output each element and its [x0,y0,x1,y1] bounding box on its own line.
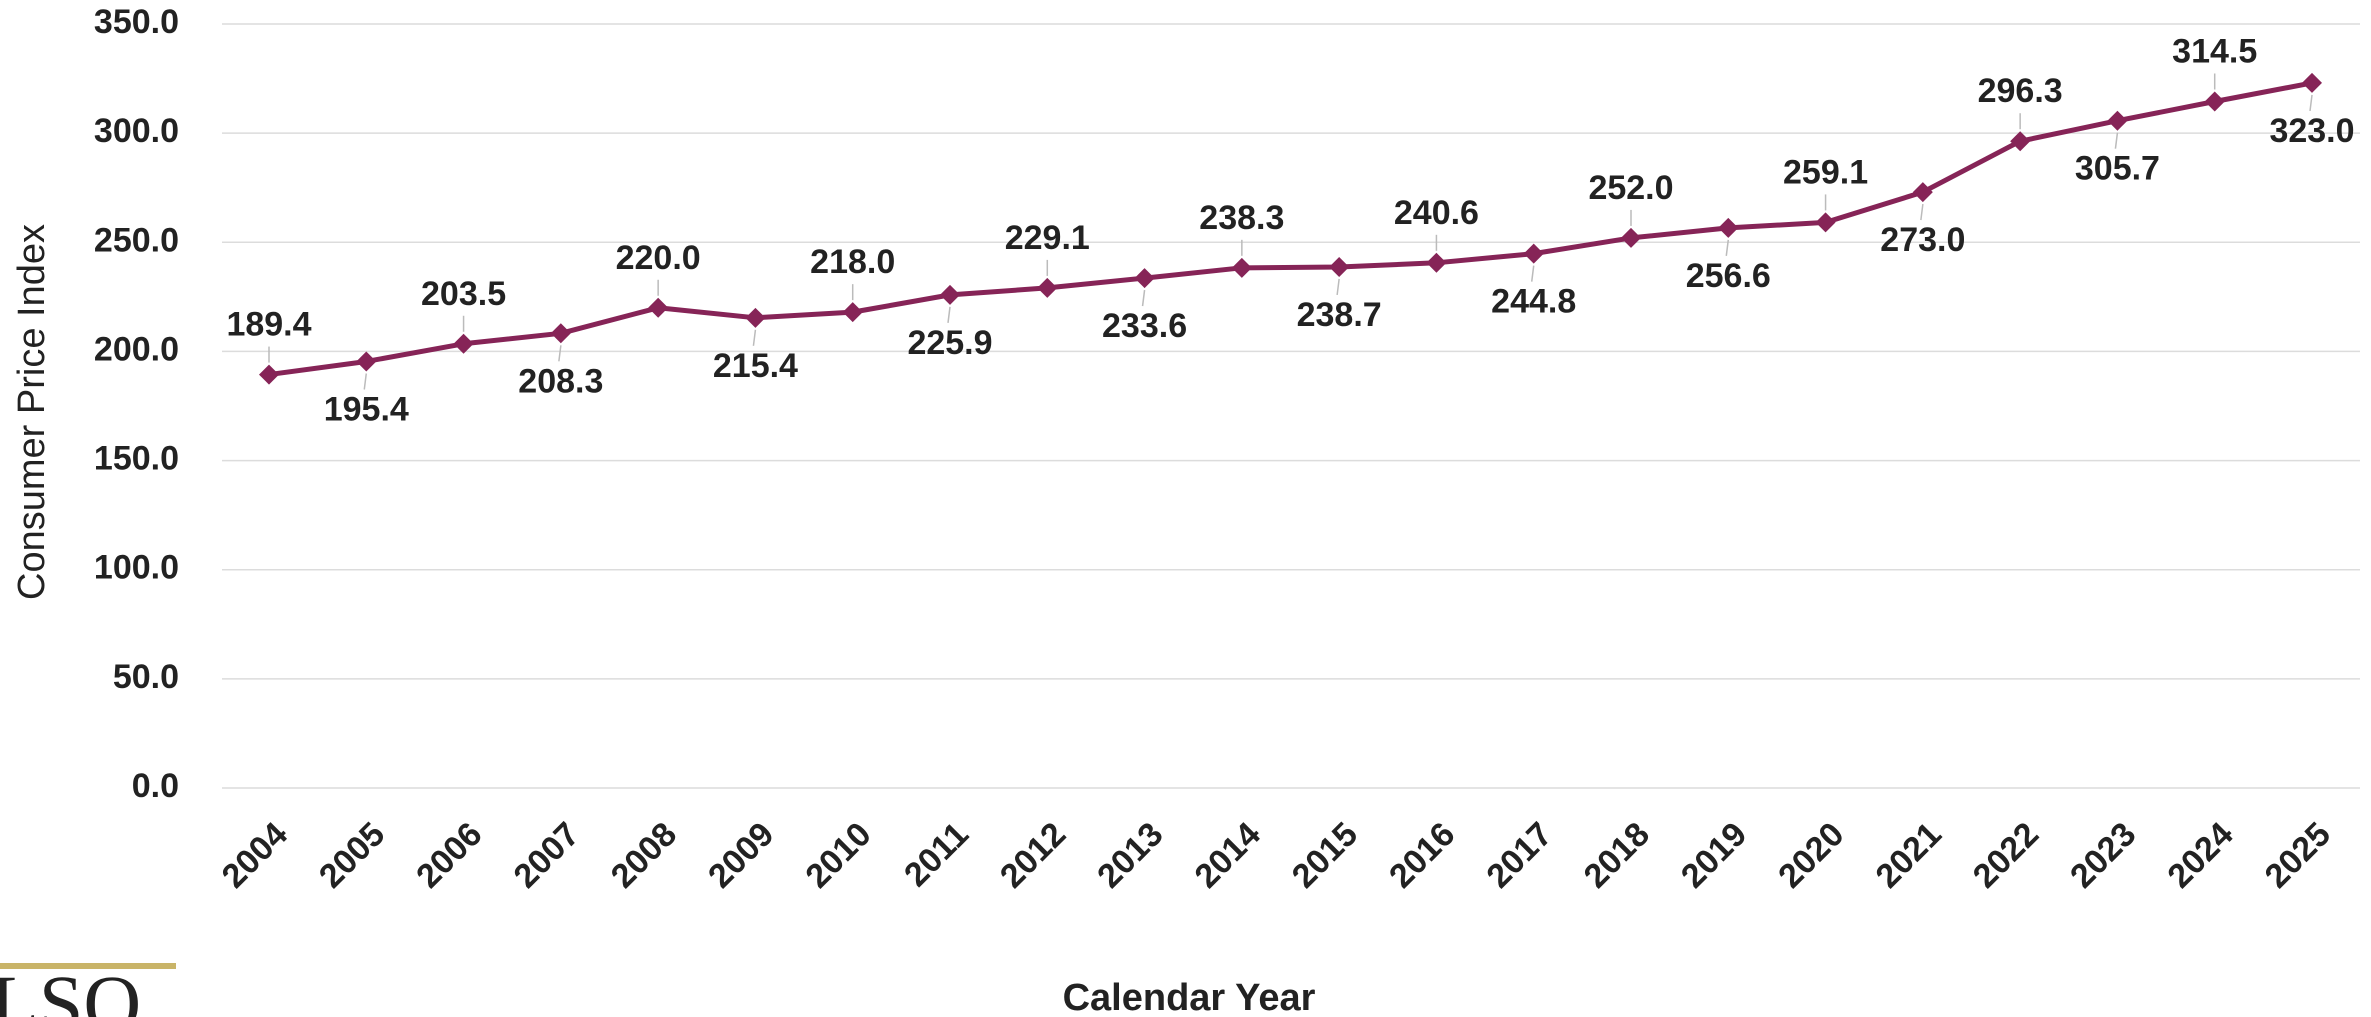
x-tick-label: 2006 [409,815,489,895]
y-tick-label: 300.0 [94,112,179,150]
y-tick-label: 150.0 [94,440,179,478]
x-tick-label: 2022 [1966,815,2046,895]
y-tick-label: 250.0 [94,221,179,259]
leader-line [1336,278,1340,296]
leader-line [2309,94,2313,112]
x-tick-label: 2012 [993,815,1073,895]
leader-line [947,306,951,323]
data-label: 259.1 [1783,153,1868,191]
x-tick-label: 2024 [2160,815,2240,895]
leader-line [1530,265,1535,282]
y-axis-title: Consumer Price Index [11,224,53,600]
x-tick-label: 2008 [604,815,684,895]
marker [1037,277,1058,298]
x-tick-label: 2007 [507,815,587,895]
data-label: 225.9 [907,324,992,362]
data-label: 296.3 [1978,72,2063,110]
marker [1718,217,1739,238]
y-tick-label: 350.0 [94,3,179,41]
data-label: 195.4 [324,390,409,428]
data-label: 273.0 [1880,221,1965,259]
leader-line [363,373,368,390]
data-label: 305.7 [2075,150,2160,188]
marker [940,284,960,305]
marker [648,297,669,318]
x-axis-title: Calendar Year [1063,977,1316,1017]
marker [259,364,279,385]
marker [550,323,571,344]
marker [1912,182,1933,203]
x-tick-label: 2013 [1090,815,1170,895]
data-label: 203.5 [421,275,506,313]
data-label: 314.5 [2172,32,2257,70]
data-label: 240.6 [1394,194,1479,232]
data-label: 238.7 [1297,296,1382,334]
x-tick-label: 2011 [897,815,976,894]
x-tick-label: 2010 [798,815,878,895]
leader-line [752,329,757,346]
leader-line [1920,203,1924,221]
marker [1329,256,1350,277]
line [268,80,2313,378]
x-tick-label: 2023 [2063,815,2143,895]
y-tick-label: 100.0 [94,549,179,587]
marker [1426,252,1447,273]
x-tick-label: 2017 [1479,815,1559,895]
data-label: 229.1 [1005,219,1090,257]
marker [1815,212,1836,233]
x-tick-label: 2004 [215,815,295,895]
marker [1134,268,1155,289]
x-tick-label: 2020 [1771,815,1851,895]
leader-line [2114,132,2119,149]
marker [1231,257,1252,278]
leader-line [1141,289,1146,307]
y-tick-label: 200.0 [94,330,179,368]
data-label: 323.0 [2269,112,2354,150]
marker [1523,243,1544,264]
marker [2204,91,2225,112]
marker [1621,227,1641,248]
x-tick-label: 2025 [2258,815,2338,895]
data-label: 220.0 [616,239,701,277]
x-tick-label: 2021 [1869,815,1949,895]
data-label: 189.4 [226,306,311,344]
marker [2010,131,2031,152]
marker [453,333,474,354]
marker [2302,72,2322,93]
data-label: 218.0 [810,243,895,281]
logo: LSO [0,960,141,1017]
x-tick-label: 2018 [1577,815,1657,895]
marker [356,351,377,372]
x-tick-label: 2014 [1188,815,1268,895]
leader-line [558,345,562,362]
marker [2107,110,2128,131]
x-tick-label: 2016 [1382,815,1462,895]
y-tick-label: 50.0 [113,658,179,696]
y-tick-label: 0.0 [132,767,179,805]
x-tick-label: 2019 [1674,815,1754,895]
marker [745,307,766,328]
data-label: 256.6 [1686,257,1771,295]
marker [842,302,863,323]
x-tick-label: 2015 [1285,815,1365,895]
leader-line [1725,239,1730,256]
data-label: 233.6 [1102,307,1187,345]
data-label: 238.3 [1199,199,1284,237]
x-tick-label: 2009 [701,815,781,895]
data-label: 252.0 [1588,169,1673,207]
data-label: 244.8 [1491,283,1576,321]
data-label: 215.4 [713,347,798,385]
x-tick-label: 2005 [312,815,392,895]
data-label: 208.3 [518,362,603,400]
